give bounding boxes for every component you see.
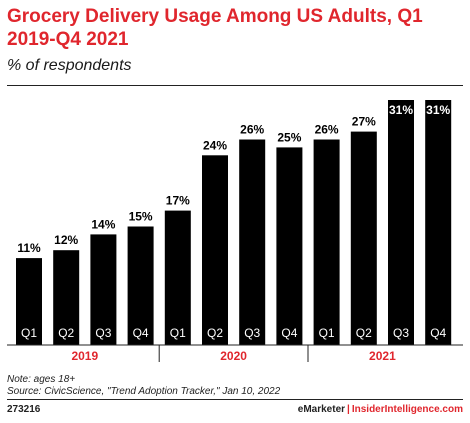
bar-4	[127, 226, 154, 345]
category-label-8: Q4	[281, 326, 297, 340]
brand-footer: eMarketer | InsiderIntelligence.com	[298, 404, 463, 415]
value-label-5: 17%	[166, 194, 190, 208]
source-text: Source: CivicScience, "Trend Adoption Tr…	[7, 386, 281, 397]
value-label-10: 27%	[352, 115, 376, 129]
bar-7	[239, 139, 266, 345]
value-label-2: 12%	[54, 233, 78, 247]
value-label-7: 26%	[240, 123, 264, 137]
notes: Note: ages 18+ Source: CivicScience, "Tr…	[7, 374, 280, 398]
footer-rule	[7, 399, 463, 400]
bar-2	[53, 250, 80, 345]
value-label-6: 24%	[203, 138, 227, 152]
value-label-12: 31%	[426, 103, 450, 117]
category-label-5: Q1	[170, 326, 186, 340]
value-label-4: 15%	[129, 210, 153, 224]
value-label-9: 26%	[315, 123, 339, 137]
bar-1	[16, 258, 42, 345]
brand-separator: |	[347, 404, 350, 415]
category-label-2: Q2	[58, 326, 74, 340]
category-label-4: Q4	[133, 326, 149, 340]
bar-10	[350, 131, 377, 345]
year-label-2021: 2021	[369, 349, 396, 363]
brand-emarketer: eMarketer	[297, 404, 346, 415]
chart-id: 273216	[7, 404, 41, 415]
category-labels-group: Q1 Q2 Q3 Q4 Q1 Q2 Q3 Q4 Q1 Q2 Q3 Q4	[21, 326, 447, 340]
chart-title: Grocery Delivery Usage Among US Adults, …	[7, 6, 423, 50]
bar-8	[276, 147, 303, 345]
category-label-11: Q3	[393, 326, 409, 340]
bar-3	[90, 234, 117, 345]
value-labels-group: 11% 12% 14% 15% 17% 24% 26% 25% 26% 27% 31% 31%	[17, 103, 450, 255]
note-text: Note: ages 18+	[7, 374, 76, 385]
brand-insider: InsiderIntelligence.com	[351, 404, 463, 415]
chart-subtitle: % of respondents	[7, 57, 132, 74]
category-label-1: Q1	[21, 326, 37, 340]
bar-11	[388, 100, 414, 345]
value-label-1: 11%	[17, 241, 41, 255]
category-label-7: Q3	[244, 326, 260, 340]
year-label-2020: 2020	[220, 349, 247, 363]
category-label-10: Q2	[356, 326, 372, 340]
value-label-3: 14%	[91, 217, 115, 231]
year-label-2019: 2019	[71, 349, 98, 363]
value-label-11: 31%	[389, 103, 413, 117]
category-label-3: Q3	[95, 326, 111, 340]
category-label-6: Q2	[207, 326, 223, 340]
bar-5	[164, 210, 191, 345]
bar-9	[313, 139, 340, 345]
category-label-12: Q4	[430, 326, 446, 340]
bar-12	[425, 100, 452, 345]
bar-6	[202, 155, 228, 345]
year-groups: 2019 2020 2021	[71, 345, 396, 363]
top-rule	[7, 85, 463, 86]
category-label-9: Q1	[319, 326, 335, 340]
bars-group	[16, 100, 452, 345]
value-label-8: 25%	[277, 130, 301, 144]
